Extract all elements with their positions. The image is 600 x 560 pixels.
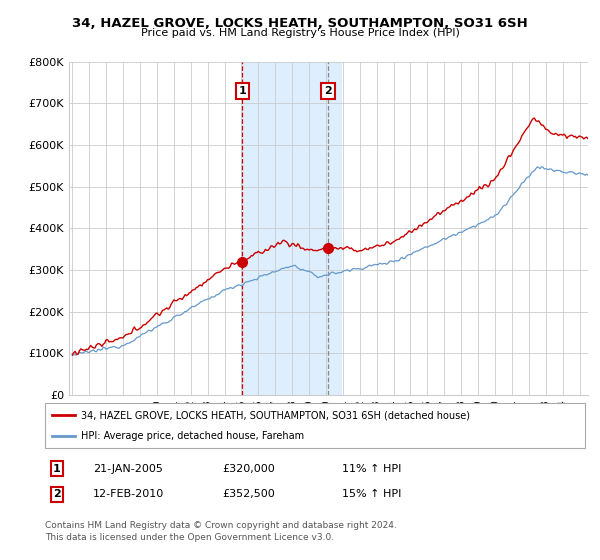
Text: 2: 2 <box>324 86 332 96</box>
Text: 34, HAZEL GROVE, LOCKS HEATH, SOUTHAMPTON, SO31 6SH (detached house): 34, HAZEL GROVE, LOCKS HEATH, SOUTHAMPTO… <box>81 410 470 421</box>
Text: HPI: Average price, detached house, Fareham: HPI: Average price, detached house, Fare… <box>81 431 304 441</box>
Text: 11% ↑ HPI: 11% ↑ HPI <box>342 464 401 474</box>
Text: 34, HAZEL GROVE, LOCKS HEATH, SOUTHAMPTON, SO31 6SH: 34, HAZEL GROVE, LOCKS HEATH, SOUTHAMPTO… <box>72 17 528 30</box>
Text: £352,500: £352,500 <box>222 489 275 500</box>
Text: 21-JAN-2005: 21-JAN-2005 <box>93 464 163 474</box>
Text: 15% ↑ HPI: 15% ↑ HPI <box>342 489 401 500</box>
Bar <box>580 62 600 395</box>
Text: 1: 1 <box>53 464 61 474</box>
Bar <box>242 62 341 395</box>
Text: £320,000: £320,000 <box>222 464 275 474</box>
Text: 2: 2 <box>53 489 61 500</box>
Text: Price paid vs. HM Land Registry's House Price Index (HPI): Price paid vs. HM Land Registry's House … <box>140 28 460 38</box>
Text: 1: 1 <box>238 86 246 96</box>
Text: Contains HM Land Registry data © Crown copyright and database right 2024.
This d: Contains HM Land Registry data © Crown c… <box>45 521 397 542</box>
Text: 12-FEB-2010: 12-FEB-2010 <box>93 489 164 500</box>
